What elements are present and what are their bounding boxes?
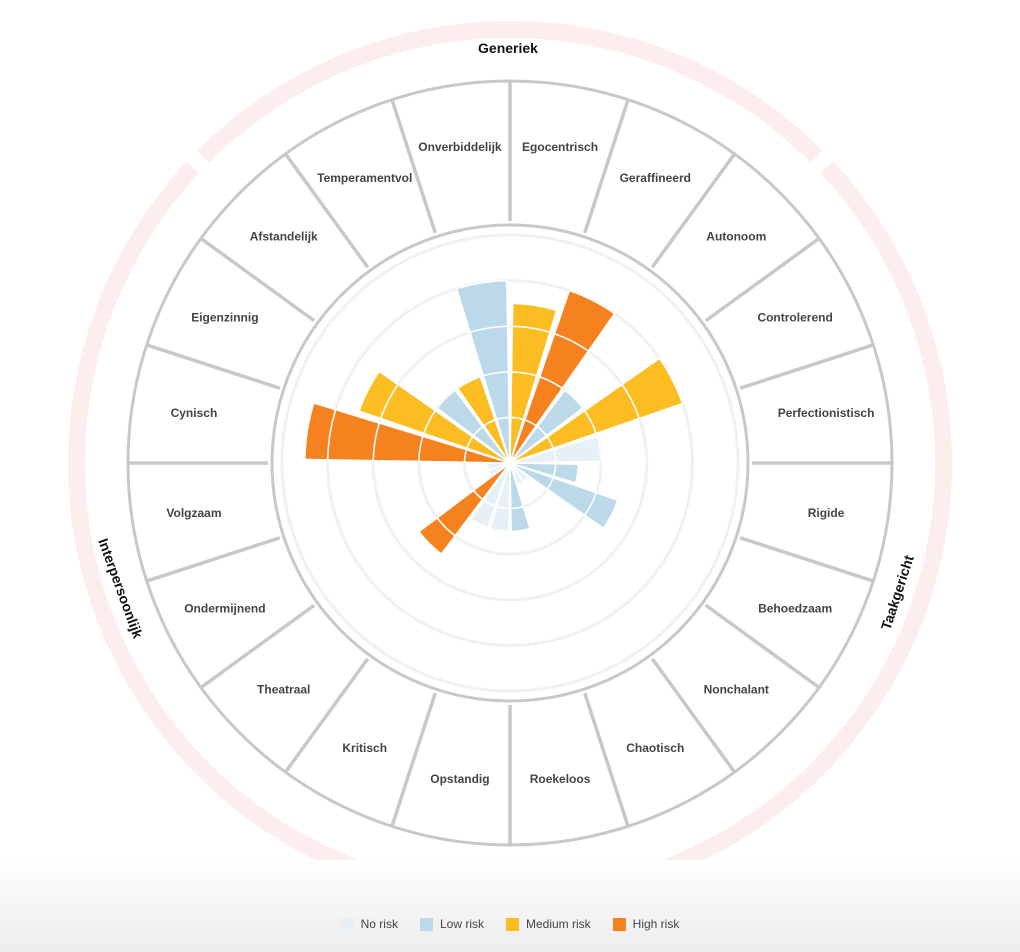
bar-segment [536, 389, 584, 437]
bar-theatraal [417, 462, 511, 556]
bar-volgzaam [486, 462, 511, 471]
grid-circle [417, 370, 603, 556]
bars [304, 279, 684, 556]
bar-egocentrisch [509, 302, 558, 464]
legend-item-medium-risk: Medium risk [505, 917, 591, 931]
segment-divider [199, 237, 316, 323]
bar-segment [583, 491, 619, 530]
segment-divider [390, 99, 437, 234]
segment-divider [739, 536, 874, 583]
category-label-geraffineerd: Geraffineerd [620, 171, 691, 185]
grid-circle [371, 324, 649, 602]
category-label-behoedzaam: Behoedzaam [758, 601, 832, 615]
bar-segment [469, 499, 497, 529]
bar-onverbiddelijk [455, 279, 511, 464]
group-ring-generiek [197, 21, 823, 163]
segment-divider [284, 657, 370, 774]
category-label-kritisch: Kritisch [342, 741, 387, 755]
category-label-roekeloos: Roekeloos [530, 772, 591, 786]
grid-circle [280, 233, 740, 693]
grid-circle [326, 279, 694, 647]
legend-item-low-risk: Low risk [419, 917, 484, 931]
bar-nonchalant [509, 462, 530, 483]
legend-label-high-risk: High risk [632, 917, 680, 931]
bar-geraffineerd [509, 289, 616, 464]
bar-autonoom [509, 389, 584, 464]
segment-divider [390, 692, 437, 827]
category-label-opstandig: Opstandig [430, 772, 489, 786]
bar-controlerend [509, 357, 684, 464]
category-label-controlerend: Controlerend [757, 311, 832, 325]
category-label-perfectionistisch: Perfectionistisch [778, 406, 875, 420]
legend-label-no-risk: No risk [360, 917, 398, 931]
category-label-rigide: Rigide [808, 506, 845, 520]
bar-segment [552, 435, 602, 463]
bar-segment [455, 279, 509, 334]
legend-item-high-risk: High risk [612, 917, 680, 931]
segment-divider [146, 536, 281, 583]
category-label-temperamentvol: Temperamentvol [317, 171, 412, 185]
category-label-volgzaam: Volgzaam [166, 506, 221, 520]
bar-segment [552, 463, 580, 484]
segment-divider [199, 603, 316, 689]
category-label-autonoom: Autonoom [706, 230, 766, 244]
bar-segment [436, 389, 484, 437]
bar-chaotisch [509, 462, 525, 486]
grid-circle [462, 415, 558, 511]
segment-divider [704, 237, 821, 323]
category-label-afstandelijk: Afstandelijk [250, 230, 318, 244]
category-label-eigenzinnig: Eigenzinnig [191, 311, 258, 325]
bar-segment [510, 505, 531, 533]
group-ring [67, 21, 953, 905]
bar-segment [417, 516, 457, 556]
bar-afstandelijk [436, 389, 511, 464]
bar-segment [621, 357, 684, 420]
segment-divider [704, 603, 821, 689]
legend-swatch-medium-risk [505, 917, 519, 931]
group-label-generiek: Generiek [478, 40, 538, 56]
bar-segment [456, 375, 497, 427]
category-label-nonchalant: Nonchalant [704, 682, 769, 696]
segment-divider [146, 343, 281, 390]
category-label-cynisch: Cynisch [171, 406, 218, 420]
legend-swatch-low-risk [419, 917, 433, 931]
segment-divider [650, 152, 736, 269]
segment-divider [650, 657, 736, 774]
bar-segment [489, 505, 510, 533]
legend-label-low-risk: Low risk [439, 917, 484, 931]
bar-segment [486, 462, 511, 471]
bar-perfectionistisch [509, 435, 602, 464]
category-label-onverbiddelijk: Onverbiddelijk [418, 140, 502, 154]
category-label-chaotisch: Chaotisch [626, 741, 684, 755]
category-label-ondermijnend: Ondermijnend [184, 601, 265, 615]
segment-divider [583, 99, 630, 234]
bottom-fade [0, 860, 1020, 952]
bar-behoedzaam [509, 462, 619, 530]
bar-roekeloos [509, 462, 531, 533]
bar-cynisch [304, 402, 511, 464]
category-labels: Egocentrisch Geraffineerd Autonoom Controle… [166, 140, 874, 786]
bar-eigenzinnig [358, 370, 511, 464]
bar-kritisch [469, 462, 511, 529]
segment-divider [739, 343, 874, 390]
bar-segment [358, 370, 399, 420]
legend: No risk Low risk Medium risk High risk [0, 917, 1020, 931]
category-label-theatraal: Theatraal [257, 682, 310, 696]
category-label-egocentrisch: Egocentrisch [522, 140, 598, 154]
bar-segment [304, 402, 337, 461]
segment-divider [583, 692, 630, 827]
segment-divider [284, 152, 370, 269]
bar-temperamentvol [456, 375, 511, 464]
bar-segment [487, 462, 511, 478]
legend-swatch-no-risk [340, 917, 354, 931]
bar-segment [511, 302, 558, 334]
bar-segment [509, 462, 530, 483]
legend-label-medium-risk: Medium risk [525, 917, 591, 931]
bar-ondermijnend [487, 462, 511, 478]
bar-segment [553, 289, 616, 352]
legend-item-no-risk: No risk [340, 917, 398, 931]
bar-segment [509, 462, 525, 486]
legend-swatch-high-risk [612, 917, 626, 931]
